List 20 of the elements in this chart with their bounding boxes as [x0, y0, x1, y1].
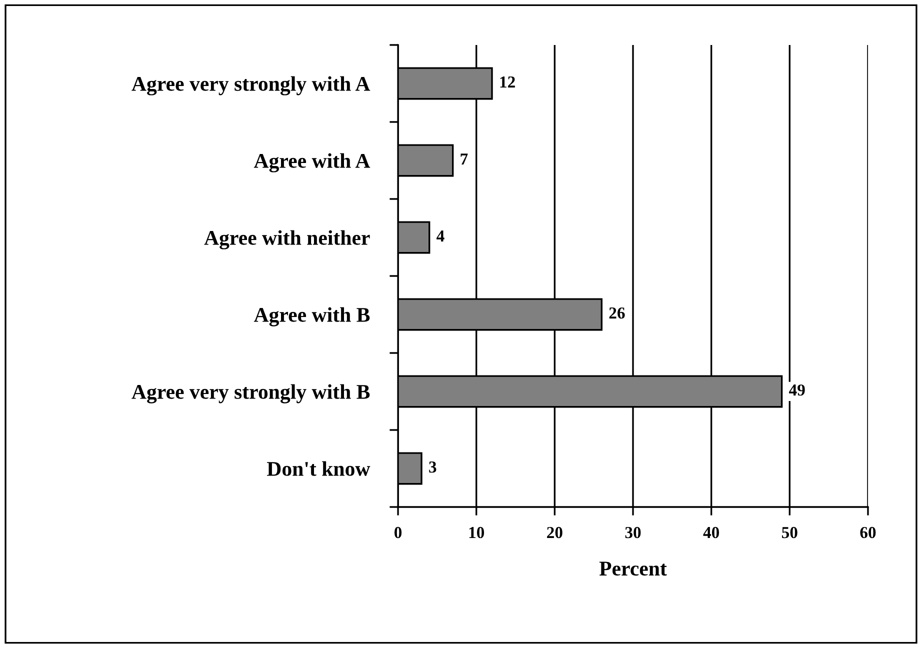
- data-label: 49: [788, 384, 805, 396]
- y-tick-label: Don't know: [267, 461, 370, 476]
- y-tick-label: Agree very strongly with A: [132, 76, 370, 96]
- x-axis-title: Percent: [599, 562, 667, 576]
- y-tick-label: Agree very strongly with B: [132, 384, 370, 404]
- y-tick-label: Agree with neither: [204, 230, 370, 250]
- x-tick-label: 50: [782, 526, 798, 538]
- x-tick-label: 40: [703, 526, 720, 538]
- x-tick-label: 30: [625, 526, 641, 538]
- y-tick-label: Agree with B: [254, 307, 370, 326]
- x-tick-label: 20: [547, 526, 562, 538]
- y-tick-label: Agree with A: [254, 153, 370, 172]
- data-label: 7: [460, 154, 468, 164]
- x-tick-label: 10: [469, 526, 484, 538]
- data-label: 12: [500, 76, 515, 88]
- data-label: 26: [609, 307, 625, 319]
- data-label: 4: [436, 230, 444, 242]
- x-tick-label: 60: [860, 526, 876, 538]
- data-label: 3: [429, 461, 436, 473]
- x-tick-label: 0: [394, 526, 402, 538]
